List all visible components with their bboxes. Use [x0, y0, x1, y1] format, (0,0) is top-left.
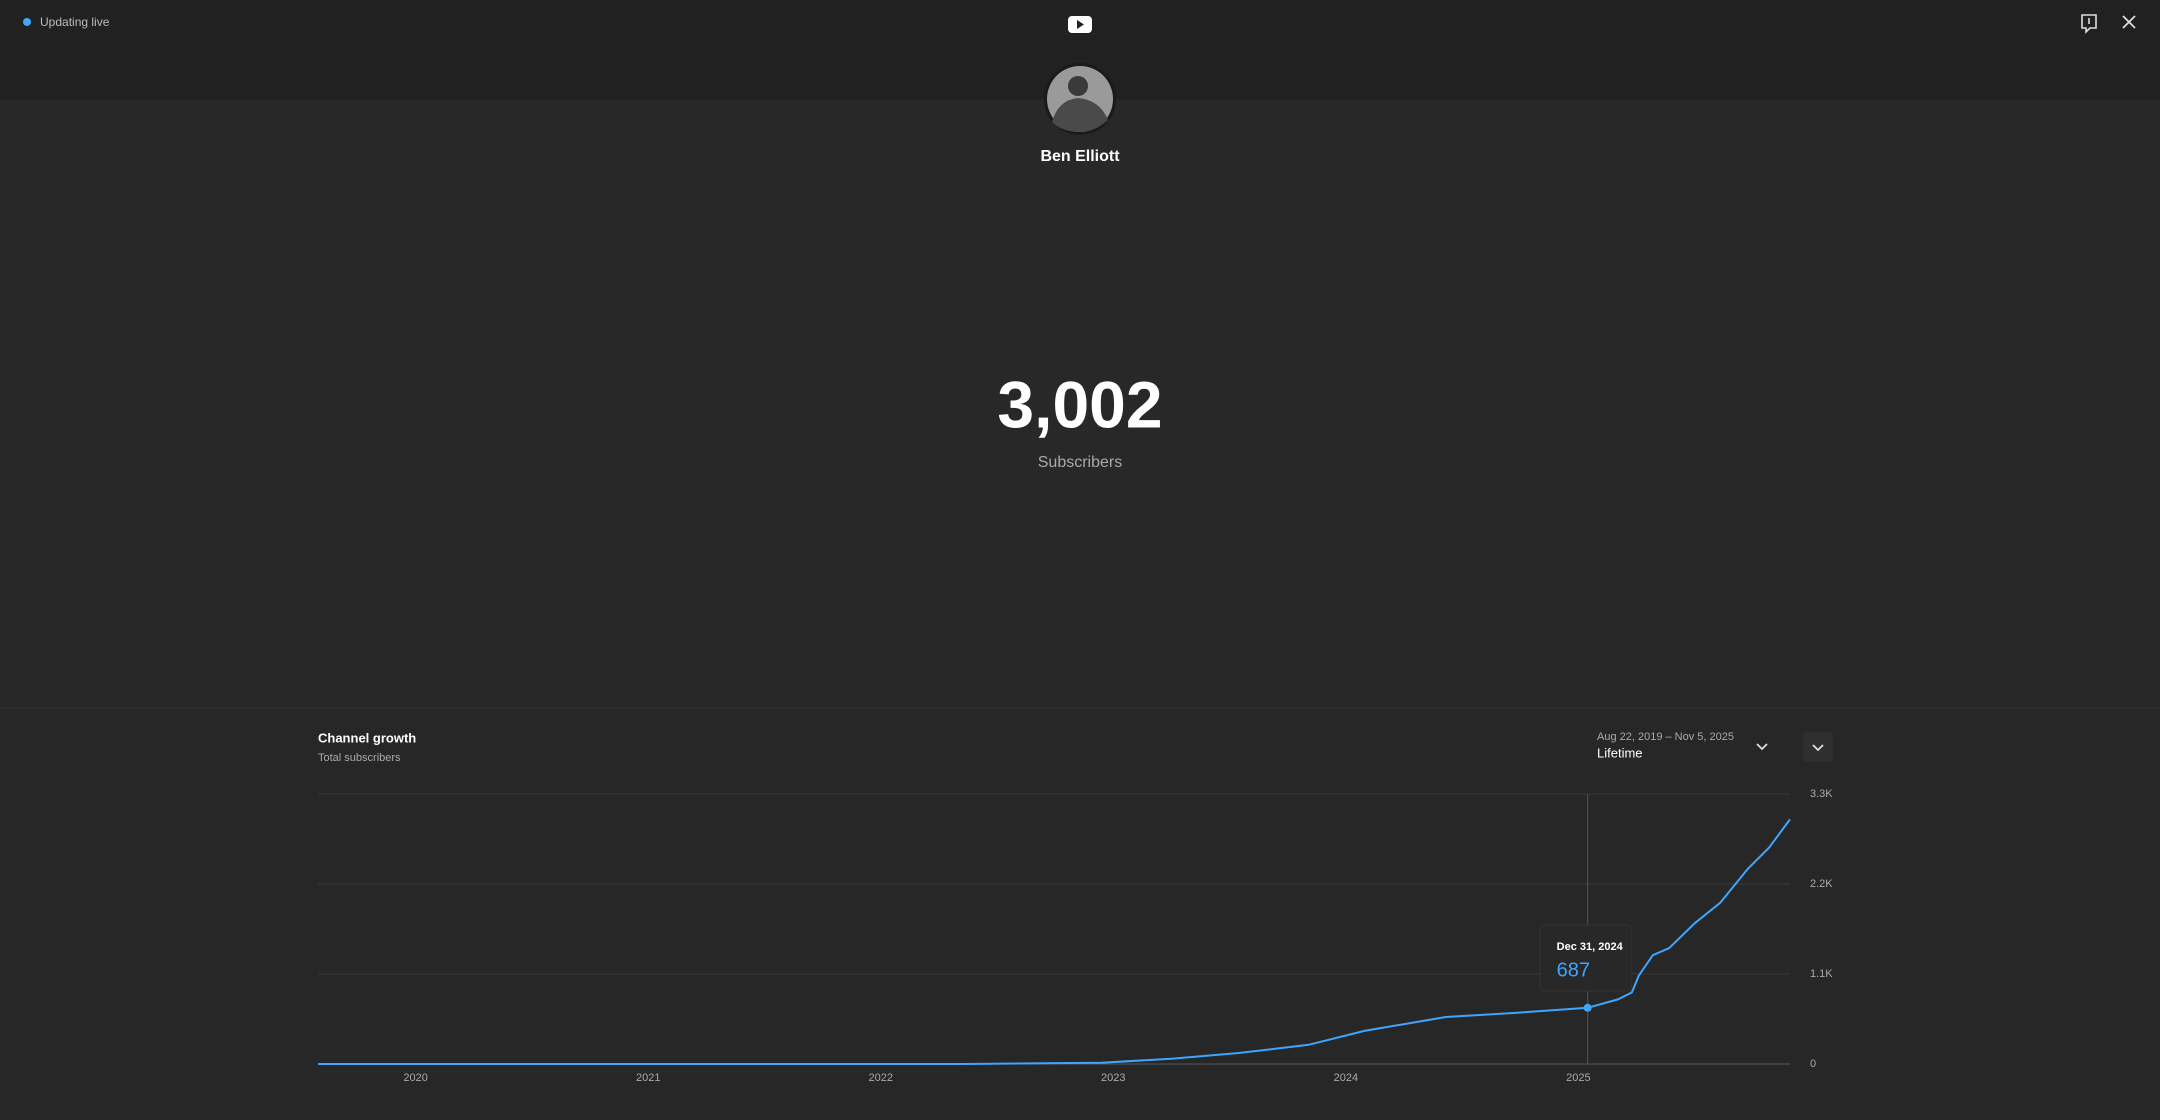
count-label: Subscribers	[1038, 454, 1122, 471]
panel-subtitle: Total subscribers	[318, 752, 401, 764]
channel-name: Ben Elliott	[1040, 148, 1120, 165]
youtube-logo[interactable]	[1068, 16, 1092, 33]
x-tick-label: 2025	[1566, 1072, 1590, 1084]
x-tick-label: 2021	[636, 1072, 660, 1084]
date-range: Aug 22, 2019 – Nov 5, 2025	[1597, 731, 1734, 743]
tooltip-value: 687	[1557, 959, 1590, 981]
period: Lifetime	[1597, 745, 1643, 760]
feedback-icon[interactable]	[2081, 14, 2097, 34]
tooltip-date: Dec 31, 2024	[1557, 941, 1624, 953]
close-icon[interactable]	[2122, 15, 2136, 29]
panel-title: Channel growth	[318, 730, 416, 745]
hover-point	[1583, 1003, 1592, 1012]
status: Updating live	[40, 15, 110, 29]
subscriber-count: 3,002	[997, 367, 1162, 441]
avatar	[1044, 63, 1116, 135]
line	[318, 818, 1791, 1065]
x-tick-label: 2022	[869, 1072, 893, 1084]
period-selector[interactable]: Aug 22, 2019 – Nov 5, 2025 Lifetime	[1597, 731, 1768, 761]
tooltip-box	[1539, 924, 1633, 992]
expand-button[interactable]	[1803, 732, 1833, 762]
panel-bg	[0, 708, 2160, 1120]
x-tick-label: 2020	[403, 1072, 427, 1084]
y-tick-label: 1.1K	[1810, 968, 1833, 980]
y-tick-label: 2.2K	[1810, 878, 1833, 890]
x-tick-label: 2024	[1334, 1072, 1358, 1084]
y-tick-label: 0	[1810, 1058, 1816, 1070]
y-tick-label: 3.3K	[1810, 788, 1833, 800]
x-tick-label: 2023	[1101, 1072, 1125, 1084]
live-dot	[23, 18, 31, 26]
